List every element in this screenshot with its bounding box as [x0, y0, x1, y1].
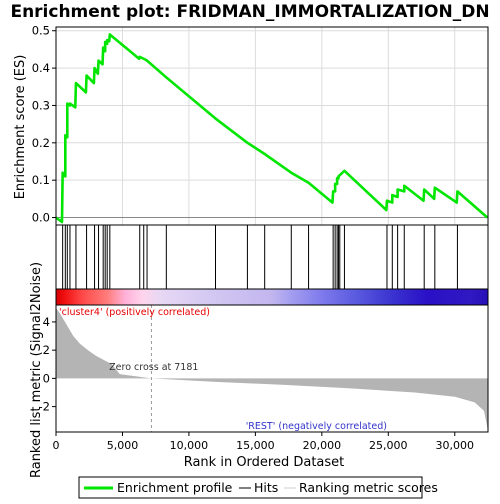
legend-metric-label: Ranking metric scores [299, 480, 438, 495]
metric-tick-label-0: 4 [43, 315, 50, 329]
x-tick-label-5: 25,000 [369, 439, 408, 452]
x-tick-label-6: 30,000 [436, 439, 475, 452]
metric-axis-title: Ranked list metric (Signal2Noise) [29, 262, 44, 478]
es-tick-label-0: 0.0 [32, 211, 50, 225]
metric-panel-frame [55, 304, 489, 433]
x-tick-label-4: 20,000 [303, 439, 342, 452]
metric-panel: 4 2 0 -2 0 5,000 10,000 15,000 20,000 25,000 30,0… [39, 304, 489, 452]
es-tick-label-3: 0.3 [32, 98, 50, 112]
negative-label: 'REST' (negatively correlated) [246, 421, 387, 432]
es-tick-label-5: 0.5 [32, 24, 50, 38]
legend-hits-label: Hits [254, 480, 278, 495]
es-y-ticks: 0.0 0.1 0.2 0.3 0.4 0.5 [32, 24, 56, 225]
x-axis-title: Rank in Ordered Dataset [184, 455, 345, 470]
es-profile-line [55, 33, 489, 224]
x-tick-label-1: 5,000 [107, 439, 139, 452]
es-axis-title: Enrichment score (ES) [13, 55, 28, 200]
metric-y-ticks: 4 2 0 -2 [39, 315, 56, 414]
heatbar [56, 289, 488, 305]
hit-marks [62, 225, 458, 289]
es-tick-label-2: 0.2 [32, 136, 50, 150]
es-panel: 0.0 0.1 0.2 0.3 0.4 0.5 [32, 24, 489, 226]
metric-tick-label-2: 0 [43, 371, 50, 385]
hits-panel [55, 224, 489, 290]
positive-label: 'cluster4' (positively correlated) [59, 307, 210, 318]
x-ticks: 0 5,000 10,000 15,000 20,000 25,000 30,000 [53, 432, 475, 452]
x-tick-label-3: 15,000 [236, 439, 275, 452]
x-tick-label-2: 10,000 [170, 439, 209, 452]
x-tick-label-0: 0 [53, 439, 60, 452]
legend: Enrichment profile Hits Ranking metric s… [78, 476, 438, 499]
metric-tick-label-1: 2 [43, 343, 50, 357]
zero-cross-label: Zero cross at 7181 [109, 362, 198, 373]
metric-tick-label-3: -2 [39, 400, 50, 414]
heatbar-panel [55, 288, 489, 306]
chart-title: Enrichment plot: FRIDMAN_IMMORTALIZATION… [10, 2, 489, 22]
legend-es-label: Enrichment profile [117, 480, 233, 495]
es-tick-label-4: 0.4 [32, 61, 50, 75]
es-tick-label-1: 0.1 [32, 173, 50, 187]
